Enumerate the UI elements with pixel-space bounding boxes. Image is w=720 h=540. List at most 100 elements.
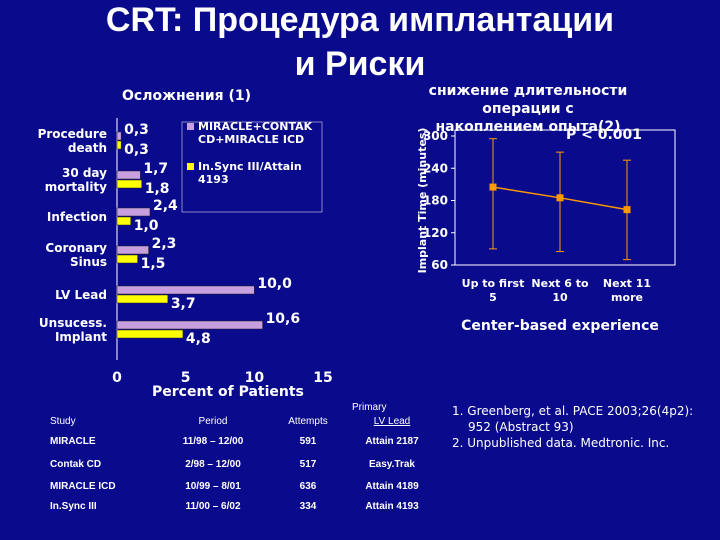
bar-category-line: mortality [45, 180, 107, 194]
references: 1. Greenberg, et al. PACE 2003;26(4p2): … [452, 403, 693, 451]
legend-line: MIRACLE+CONTAK [198, 120, 313, 133]
table-cell: MIRACLE ICD [50, 481, 116, 492]
table-cell: 2/98 – 12/00 [185, 459, 241, 470]
line-y-tick: 240 [423, 161, 448, 175]
legend-swatch [187, 163, 194, 170]
title-line-2: и Риски [294, 45, 426, 83]
bar [116, 245, 149, 255]
table-primary-label: Primary [352, 402, 387, 413]
bar-category-line: Implant [55, 330, 107, 344]
legend-line: CD+MIRACLE ICD [198, 133, 304, 146]
line-y-tick: 60 [431, 258, 448, 272]
reference-1: 1. Greenberg, et al. PACE 2003;26(4p2): [452, 404, 694, 418]
bar-data-label: 10,6 [266, 311, 301, 327]
line-x-tick-line: Next 6 to [531, 277, 589, 290]
line-plot-frame [454, 129, 676, 266]
line-x-tick-line: Up to first [462, 277, 525, 290]
bar [116, 170, 141, 180]
bar [116, 329, 184, 339]
line-y-tick: 180 [423, 194, 448, 208]
bar-category-label: Infection [47, 210, 107, 224]
bar-category-line: LV Lead [55, 288, 107, 302]
bar [116, 179, 142, 189]
bar-category-line: 30 day [62, 166, 107, 180]
line-chart-annotation: P < 0.001 [566, 127, 643, 143]
bar-x-tick: 10 [245, 370, 265, 386]
table-cell: 636 [299, 481, 317, 492]
legend-swatch [187, 123, 194, 130]
table-cell: 10/99 – 8/01 [185, 481, 241, 492]
table-cell: 591 [299, 436, 317, 447]
bar-data-label: 1,8 [145, 181, 170, 197]
table-cell: Attain 4193 [365, 501, 419, 512]
legend-line: In.Sync III/Attain [198, 160, 302, 173]
line-chart-title: снижение длительности операции с накопле… [428, 83, 628, 135]
bar-data-label: 1,5 [141, 256, 166, 272]
bar-x-tick: 0 [112, 370, 122, 386]
data-point [489, 183, 497, 191]
bar-x-tick: 15 [313, 370, 332, 386]
bar-chart-xlabel: Percent of Patients [152, 384, 304, 400]
bar-data-label: 2,4 [153, 198, 178, 214]
table-header: Period [198, 416, 228, 427]
legend-line: 4193 [198, 173, 229, 186]
bar-data-label: 0,3 [124, 142, 149, 158]
bar [116, 131, 122, 141]
data-point [623, 206, 631, 214]
table-cell: 11/00 – 6/02 [185, 501, 241, 512]
bar [116, 207, 151, 217]
table-header: Study [50, 416, 76, 427]
line-y-label: Implant Time (minutes) [416, 128, 429, 274]
bar-category-line: Sinus [70, 255, 107, 269]
bar-data-label: 4,8 [186, 331, 211, 347]
line-x-tick: Up to first 5 [462, 277, 525, 304]
bar-category-label: LV Lead [55, 288, 107, 302]
bar-legend-frame [181, 121, 323, 213]
line-x-tick: Next 6 to 10 [531, 277, 589, 304]
line-x-tick: Next 11 more [603, 277, 651, 304]
table-cell: Contak CD [50, 459, 102, 470]
bar-data-label: 2,3 [152, 236, 177, 252]
bar-chart-title: Осложнения (1) [122, 88, 252, 104]
table-header: Attempts [288, 416, 328, 427]
line-x-tick-line: 10 [552, 291, 568, 304]
bar-category-line: Procedure [38, 127, 107, 141]
table-cell: Easy.Trak [369, 459, 415, 470]
line-y-tick: 300 [423, 129, 448, 143]
line-x-tick-line: 5 [489, 291, 497, 304]
bar-data-label: 1,7 [143, 161, 168, 177]
table-cell: 334 [299, 501, 317, 512]
table-header: LV Lead [373, 416, 411, 427]
reference-2: 2. Unpublished data. Medtronic. Inc. [452, 436, 670, 450]
table-cell: Attain 4189 [365, 481, 419, 492]
line-y-tick: 120 [423, 226, 448, 240]
line-x-tick-line: Next 11 [603, 277, 651, 290]
line-x-label: Center-based experience [461, 318, 659, 334]
bar [116, 140, 122, 150]
bar-data-label: 0,3 [124, 122, 149, 138]
reference-1-cont: 952 (Abstract 93) [468, 420, 574, 434]
line-x-tick-line: more [611, 291, 643, 304]
bar-x-tick: 5 [181, 370, 191, 386]
table-cell: MIRACLE [50, 436, 96, 447]
bar-category-label: Procedure death [38, 127, 107, 155]
bar [116, 285, 255, 295]
bar-category-line: Infection [47, 210, 107, 224]
legend-label: MIRACLE+CONTAK CD+MIRACLE ICD [198, 120, 313, 146]
bar-data-label: 10,0 [257, 276, 292, 292]
bar [116, 294, 169, 304]
bar-category-label: Coronary Sinus [45, 241, 107, 269]
data-point [556, 194, 564, 202]
bar-category-line: Unsucess. [39, 316, 107, 330]
line-chart: Implant Time (minutes) 60 120 180 240 300 Up t… [416, 128, 676, 334]
bar [116, 216, 131, 226]
legend-label: In.Sync III/Attain 4193 [198, 160, 302, 186]
bar-category-line: Coronary [45, 241, 107, 255]
table-cell: 517 [299, 459, 317, 470]
table-cell: Attain 2187 [365, 436, 419, 447]
bar-category-label: Unsucess. Implant [39, 316, 107, 344]
table-cell: 11/98 – 12/00 [182, 436, 244, 447]
bar-category-line: death [68, 141, 107, 155]
bar-data-label: 3,7 [171, 296, 196, 312]
table-cell: In.Sync III [50, 501, 97, 512]
